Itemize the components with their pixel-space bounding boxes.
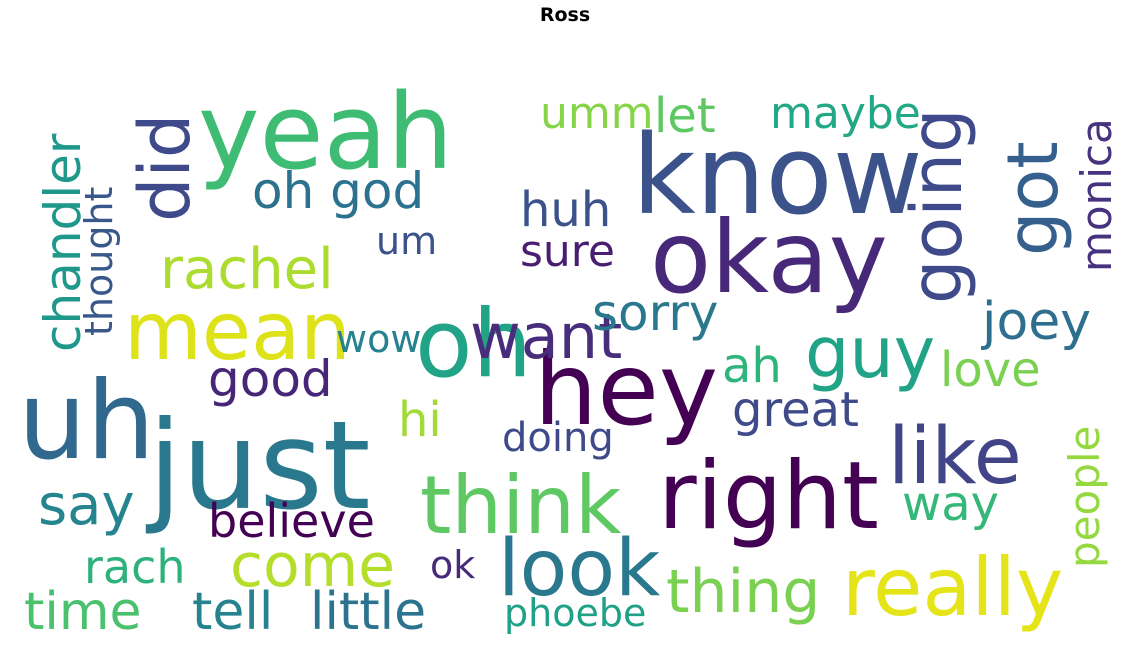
word-ok: ok	[430, 543, 476, 587]
word-phoebe: phoebe	[504, 591, 647, 635]
word-great: great	[732, 382, 859, 438]
word-tell: tell	[192, 582, 274, 642]
word-huh: huh	[520, 182, 612, 238]
word-monica: monica	[1072, 118, 1121, 272]
word-little: little	[310, 582, 427, 642]
word-doing: doing	[502, 415, 614, 461]
word-right: right	[658, 442, 879, 551]
word-sorry: sorry	[592, 284, 719, 342]
word-joey: joey	[982, 292, 1092, 352]
word-thought: thought	[77, 186, 121, 336]
word-thing: thing	[666, 557, 821, 627]
word-want: want	[470, 300, 623, 373]
word-okay: okay	[650, 199, 888, 316]
word-wow: wow	[336, 317, 422, 361]
word-hey: hey	[534, 331, 719, 448]
word-hi: hi	[398, 392, 442, 448]
word-let: let	[654, 88, 716, 144]
word-guy: guy	[805, 312, 936, 394]
word-yeah: yeah	[198, 71, 454, 193]
word-mean: mean	[124, 285, 351, 378]
word-way: way	[902, 476, 1000, 532]
word-love: love	[940, 342, 1041, 398]
word-really: really	[842, 541, 1064, 634]
word-oh: oh	[415, 290, 533, 399]
word-did: did	[124, 113, 206, 222]
word-time: time	[24, 582, 142, 642]
word-rach: rach	[84, 540, 186, 594]
word-um: um	[376, 219, 438, 263]
word-just: just	[148, 395, 371, 537]
word-got: got	[992, 141, 1074, 256]
word-believe: believe	[208, 494, 375, 548]
word-ah: ah	[722, 338, 782, 394]
word-say: say	[38, 473, 135, 538]
word-oh-god: oh god	[252, 162, 425, 220]
word-umm: umm	[540, 88, 654, 139]
word-rachel: rachel	[160, 237, 334, 302]
word-come: come	[230, 531, 396, 601]
word-sure: sure	[520, 226, 616, 277]
word-maybe: maybe	[770, 88, 921, 139]
word-people: people	[1060, 425, 1109, 568]
word-going: going	[896, 108, 978, 304]
chart-title: Ross	[539, 4, 591, 26]
word-look: look	[498, 524, 661, 614]
word-know: know	[632, 111, 923, 239]
word-think: think	[420, 459, 622, 552]
word-uh: uh	[18, 359, 155, 484]
word-good: good	[208, 350, 333, 408]
word-like: like	[888, 412, 1022, 502]
